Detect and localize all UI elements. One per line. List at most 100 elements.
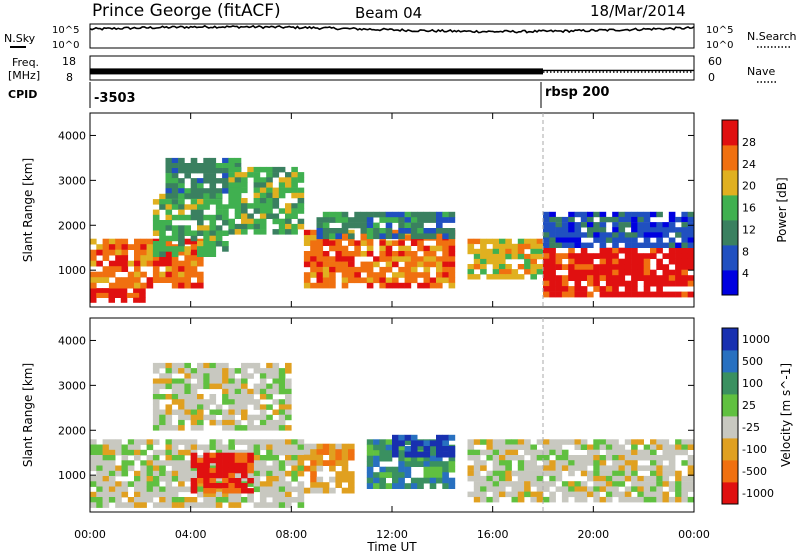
power-cell [171,230,179,236]
power-cell [687,264,695,270]
power-cell [171,193,179,199]
velocity-cell [442,434,449,441]
power-cell [580,216,588,223]
velocity-cell [392,472,399,478]
power-cell [398,266,405,273]
power-cell [637,258,644,265]
power-cell [335,228,342,234]
power-cell [120,292,128,298]
velocity-cell [511,439,519,445]
velocity-cell [492,449,500,456]
power-cell [152,277,160,283]
velocity-cell [297,497,305,503]
velocity-cell [650,449,657,456]
cpid-entry-0: -3503 [94,91,136,106]
power-cell [203,225,210,231]
velocity-colorbar-tick-label: 100 [742,377,763,390]
velocity-cell [291,497,298,503]
power-cell [561,253,569,259]
power-cell [203,168,210,174]
velocity-cell [241,472,248,479]
power-cell [348,229,355,236]
velocity-cell [259,481,267,487]
velocity-cell [341,476,349,483]
power-cell [442,272,449,278]
power-cell [234,163,242,169]
velocity-cell [171,439,179,445]
velocity-cell [127,439,135,445]
velocity-cell [197,414,204,421]
power-cell [234,213,242,219]
power-cell [310,245,317,252]
power-cell [121,238,129,245]
power-cell [259,223,267,230]
power-cell [140,238,147,245]
velocity-cell [329,443,336,450]
power-cell [215,225,223,231]
power-cell [354,266,361,273]
velocity-cell [146,481,154,487]
velocity-cell [228,378,235,384]
velocity-cell [253,455,261,461]
power-cell [316,217,324,223]
power-cell [165,220,173,226]
power-cell [266,172,273,178]
power-cell [404,266,412,273]
power-cell [102,255,110,261]
velocity-cell [203,383,210,390]
power-cell [662,264,670,270]
velocity-cell [285,394,292,400]
power-cell [259,218,267,225]
power-cell [266,192,273,199]
velocity-cell [668,470,676,477]
power-cell [417,272,424,278]
velocity-cell [656,496,663,503]
velocity-cell [241,388,248,395]
power-cell [392,272,399,278]
velocity-cell [656,444,663,450]
velocity-cell [96,476,103,482]
power-cell [662,222,670,228]
power-cell [681,242,688,248]
velocity-cell [241,368,248,374]
power-cell [366,282,374,289]
power-cell [322,251,330,257]
power-cell [190,204,198,210]
power-cell [322,261,330,268]
power-cell [303,282,311,289]
velocity-cell [165,470,173,477]
time-tick-label: 00:00 [678,528,710,541]
velocity-cell [348,471,355,477]
power-cell [102,238,110,245]
velocity-cell [524,465,531,471]
power-cell [568,237,575,243]
velocity-cell [259,368,267,374]
velocity-cell [171,394,179,400]
power-cell [291,182,298,188]
power-cell [668,222,676,228]
power-cell [209,157,217,164]
power-cell [480,243,487,250]
velocity-cell [234,388,242,395]
power-cell [203,199,210,205]
power-cell [90,271,97,278]
power-cell [197,277,204,283]
velocity-cell [178,399,185,405]
power-cell [90,260,97,267]
power-cell [115,282,122,289]
power-cell [681,222,688,228]
power-cell [165,188,173,194]
velocity-cell [473,470,481,477]
power-cell [247,172,254,178]
power-cell [247,166,254,173]
power-cell [631,280,638,287]
velocity-cell [140,502,147,508]
velocity-cell [272,378,280,384]
velocity-cell [159,502,166,508]
velocity-cell [366,439,374,446]
velocity-cell [373,439,380,446]
power-cell [108,288,115,294]
velocity-cell [285,383,292,390]
velocity-cell [687,475,695,482]
velocity-cell [247,491,254,498]
